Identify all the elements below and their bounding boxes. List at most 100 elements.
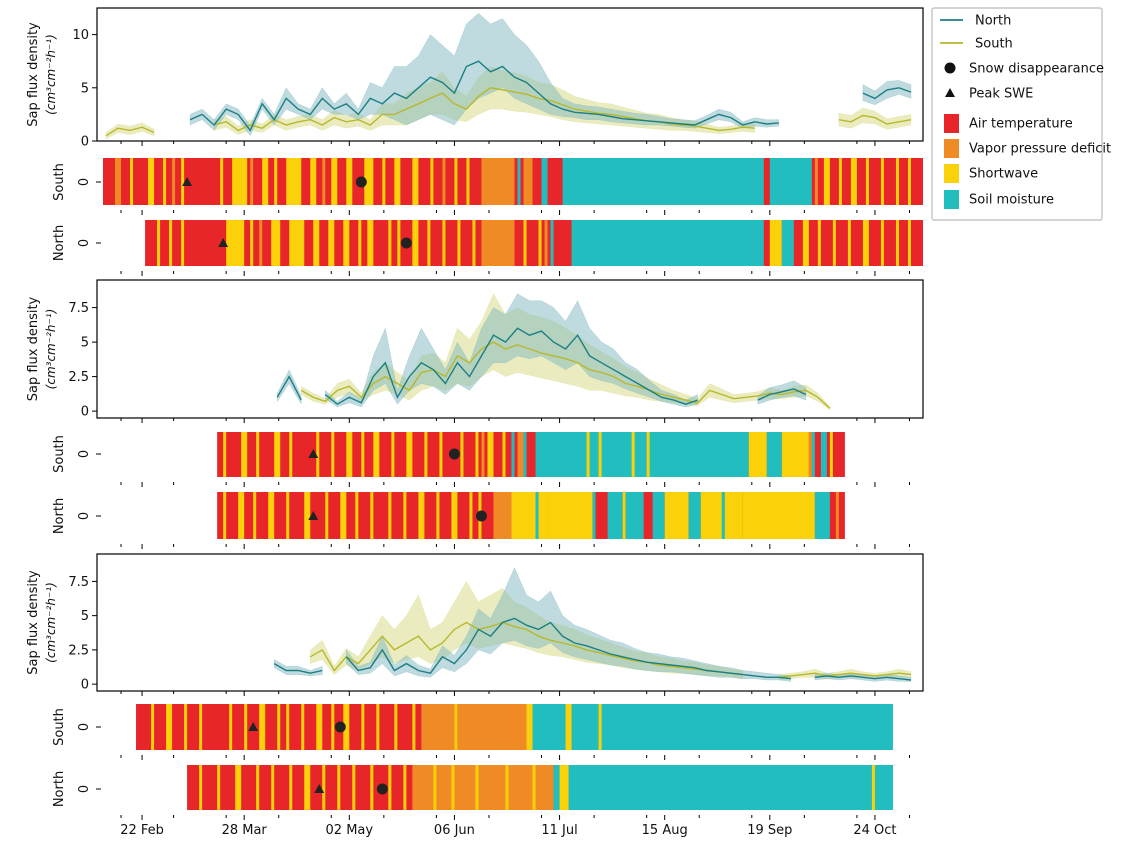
y-axis-label: Sap flux density bbox=[26, 22, 41, 127]
driver-segment bbox=[871, 765, 875, 810]
snow-disappearance-marker bbox=[355, 176, 367, 188]
x-tick-label: 19 Sep bbox=[747, 823, 792, 838]
x-tick-label: 28 Mar bbox=[222, 823, 268, 838]
driver-segment bbox=[748, 432, 767, 477]
row-label: North bbox=[52, 225, 67, 261]
driver-segment bbox=[532, 765, 536, 810]
driver-segment bbox=[286, 492, 290, 539]
driver-segment bbox=[607, 492, 623, 539]
north-range-band bbox=[862, 80, 912, 106]
driver-segment bbox=[346, 158, 353, 205]
driver-segment bbox=[181, 220, 185, 266]
panel-frame bbox=[96, 279, 924, 419]
driver-segment bbox=[148, 158, 155, 205]
driver-segment bbox=[364, 158, 374, 205]
driver-segment bbox=[835, 492, 839, 539]
north-series-line bbox=[273, 662, 323, 674]
driver-segment bbox=[526, 704, 533, 750]
driver-segment bbox=[547, 492, 593, 539]
driver-segment bbox=[766, 432, 782, 477]
driver-segment bbox=[316, 432, 320, 477]
y-tick-label: 0 bbox=[81, 678, 89, 693]
y-axis-units: (cm³cm⁻²h⁻¹) bbox=[44, 309, 58, 390]
x-tick-label: 11 Jul bbox=[541, 823, 577, 838]
row-tick-label: 0 bbox=[77, 512, 92, 520]
driver-segment bbox=[457, 220, 461, 266]
driver-segment bbox=[286, 158, 302, 205]
y-tick-label: 0 bbox=[81, 135, 89, 150]
x-tick-label: 06 Jun bbox=[434, 823, 475, 838]
driver-segment bbox=[511, 432, 515, 477]
driver-segment bbox=[880, 220, 884, 266]
legend-patch-swatch bbox=[944, 164, 959, 183]
driver-segment bbox=[811, 432, 815, 477]
driver-segment bbox=[652, 492, 665, 539]
driver-segment bbox=[631, 432, 635, 477]
row-label: North bbox=[52, 771, 67, 807]
driver-bar-north-2: North 0 bbox=[52, 220, 924, 276]
driver-segment bbox=[370, 492, 374, 539]
driver-segment bbox=[475, 432, 479, 477]
driver-segment bbox=[907, 220, 911, 266]
north-series-line bbox=[276, 375, 302, 401]
driver-segment bbox=[163, 158, 167, 205]
driver-segment bbox=[304, 765, 311, 810]
driver-segment bbox=[829, 432, 833, 477]
row-label: South bbox=[52, 708, 67, 746]
driver-segment bbox=[394, 704, 398, 750]
legend-box bbox=[931, 7, 1103, 221]
legend-label: Shortwave bbox=[969, 167, 1038, 182]
sap-flux-panel-2: 0 2.5 5 7.5 Sap flux density (cm³cm⁻²h⁻¹) bbox=[26, 279, 924, 423]
driver-segment bbox=[241, 432, 248, 477]
driver-bar-south-3: South 0 bbox=[52, 432, 910, 487]
driver-segment bbox=[535, 492, 539, 539]
driver-segment bbox=[358, 220, 362, 266]
peak-swe-marker bbox=[248, 722, 259, 731]
driver-segment bbox=[262, 158, 269, 205]
driver-segment bbox=[253, 492, 257, 539]
north-range-band bbox=[325, 293, 698, 408]
legend: North South Snow disappearance Peak SWE Air … bbox=[931, 7, 1111, 221]
driver-bar-south-5: South 0 bbox=[52, 704, 910, 760]
driver-segment bbox=[115, 158, 122, 205]
driver-segment bbox=[454, 158, 458, 205]
driver-segment bbox=[907, 158, 911, 205]
legend-circle-swatch bbox=[944, 62, 956, 74]
driver-segment bbox=[493, 492, 512, 539]
legend-label: South bbox=[975, 37, 1013, 52]
driver-segment bbox=[250, 220, 254, 266]
driver-segment bbox=[277, 704, 281, 750]
driver-segment bbox=[481, 158, 515, 205]
driver-segment bbox=[802, 220, 809, 266]
driver-segment bbox=[367, 220, 374, 266]
driver-segment bbox=[376, 704, 380, 750]
driver-segment bbox=[289, 432, 293, 477]
row-label: North bbox=[52, 498, 67, 534]
driver-segment bbox=[862, 220, 869, 266]
driver-segment bbox=[394, 158, 401, 205]
driver-segment bbox=[418, 492, 425, 539]
driver-segment bbox=[229, 704, 233, 750]
driver-segment bbox=[664, 492, 689, 539]
driver-segment bbox=[505, 765, 509, 810]
driver-segment bbox=[517, 158, 521, 205]
driver-segment bbox=[361, 704, 365, 750]
driver-segment bbox=[322, 765, 326, 810]
driver-segment bbox=[289, 765, 293, 810]
driver-bar-south-1: South 0 bbox=[52, 158, 924, 215]
driver-segment bbox=[406, 432, 413, 477]
north-range-band bbox=[273, 659, 323, 677]
south-series-line bbox=[778, 672, 912, 678]
driver-segment bbox=[433, 765, 437, 810]
driver-segment bbox=[322, 158, 326, 205]
driver-segment bbox=[250, 158, 254, 205]
driver-segment bbox=[814, 492, 830, 539]
driver-segment bbox=[412, 158, 419, 205]
driver-segment bbox=[481, 220, 515, 266]
south-series-line bbox=[309, 621, 743, 676]
driver-segment bbox=[286, 704, 290, 750]
driver-segment bbox=[454, 704, 458, 750]
driver-segment bbox=[832, 220, 836, 266]
driver-segment bbox=[355, 492, 359, 539]
driver-segment bbox=[412, 704, 416, 750]
